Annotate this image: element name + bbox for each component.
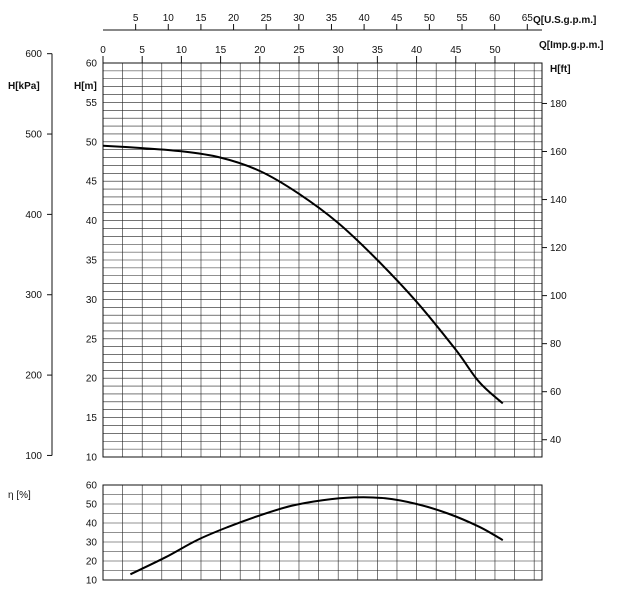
usgpm-tick-label: 25	[261, 13, 273, 24]
usgpm-tick-label: 65	[522, 13, 534, 24]
imp-tick-label: 10	[176, 45, 188, 56]
imp-tick-label: 15	[215, 45, 227, 56]
eta-label: η [%]	[8, 490, 31, 501]
efficiency-plot-frame	[102, 484, 543, 581]
ft-tick-label: 140	[550, 195, 567, 206]
h-m-tick-label: 60	[86, 59, 98, 70]
kpa-tick-label: 300	[25, 290, 42, 301]
kpa-tick-label: 200	[25, 371, 42, 382]
ft-tick-label: 180	[550, 99, 567, 110]
head-plot-grid	[102, 62, 543, 458]
h-m-tick-label: 55	[86, 98, 98, 109]
eta-tick-label: 60	[86, 481, 98, 492]
head-curve-line	[102, 144, 504, 405]
h-m-tick-label: 45	[86, 177, 98, 188]
h-m-label: H[m]	[74, 81, 97, 92]
ft-tick-label: 100	[550, 291, 567, 302]
imp-tick-label: 5	[139, 45, 145, 56]
eta-tick-label: 20	[86, 557, 98, 568]
imp-tick-label: 0	[100, 45, 106, 56]
h-m-tick-label: 30	[86, 295, 98, 306]
kpa-tick-label: 600	[25, 49, 42, 60]
imp-tick-label: 20	[254, 45, 266, 56]
head-plot-frame	[102, 62, 543, 458]
h-m-tick-label: 25	[86, 334, 98, 345]
h-m-tick-label: 15	[86, 413, 98, 424]
ft-tick-label: 60	[550, 387, 562, 398]
usgpm-tick-label: 5	[133, 13, 139, 24]
eta-tick-label: 30	[86, 538, 98, 549]
curves	[102, 144, 504, 576]
usgpm-tick-label: 10	[163, 13, 175, 24]
axis-ticks: 0 5 10 15 20 25 30 35 40 45 50 10 15 20 25 30 35 40 45 50 55…	[25, 45, 567, 587]
kpa-tick-label: 100	[25, 451, 42, 462]
h-m-tick-label: 35	[86, 256, 98, 267]
usgpm-tick-label: 15	[195, 13, 207, 24]
h-m-tick-label: 20	[86, 374, 98, 385]
ft-tick-label: 120	[550, 243, 567, 254]
q-usgpm-label: Q[U.S.g.p.m.]	[533, 15, 596, 26]
usgpm-tick-label: 60	[489, 13, 501, 24]
q-impgpm-label: Q[Imp.g.p.m.]	[539, 40, 603, 51]
usgpm-tick-label: 55	[456, 13, 468, 24]
usgpm-tick-label: 30	[293, 13, 305, 24]
ft-tick-label: 80	[550, 339, 562, 350]
h-kpa-label: H[kPa]	[8, 81, 40, 92]
usgpm-tick-label: 40	[359, 13, 371, 24]
q-usgpm-axis: 5 10 15 20 25 30 35 40 45 50 55 60 65	[103, 13, 542, 31]
eta-tick-label: 50	[86, 500, 98, 511]
kpa-tick-label: 500	[25, 130, 42, 141]
eta-tick-label: 10	[86, 576, 98, 587]
eta-tick-label: 40	[86, 519, 98, 530]
efficiency-curve-line	[129, 496, 504, 576]
imp-tick-label: 30	[333, 45, 345, 56]
imp-tick-label: 50	[489, 45, 501, 56]
kpa-tick-label: 400	[25, 210, 42, 221]
imp-tick-label: 45	[450, 45, 462, 56]
imp-tick-label: 35	[372, 45, 384, 56]
h-m-tick-label: 50	[86, 137, 98, 148]
imp-tick-label: 40	[411, 45, 423, 56]
ft-tick-label: 40	[550, 435, 562, 446]
h-m-tick-label: 40	[86, 216, 98, 227]
usgpm-tick-label: 45	[391, 13, 403, 24]
usgpm-tick-label: 50	[424, 13, 436, 24]
usgpm-tick-label: 20	[228, 13, 240, 24]
imp-tick-label: 25	[293, 45, 305, 56]
h-ft-label: H[ft]	[550, 64, 571, 75]
usgpm-tick-label: 35	[326, 13, 338, 24]
h-m-tick-label: 10	[86, 453, 98, 464]
ft-tick-label: 160	[550, 147, 567, 158]
